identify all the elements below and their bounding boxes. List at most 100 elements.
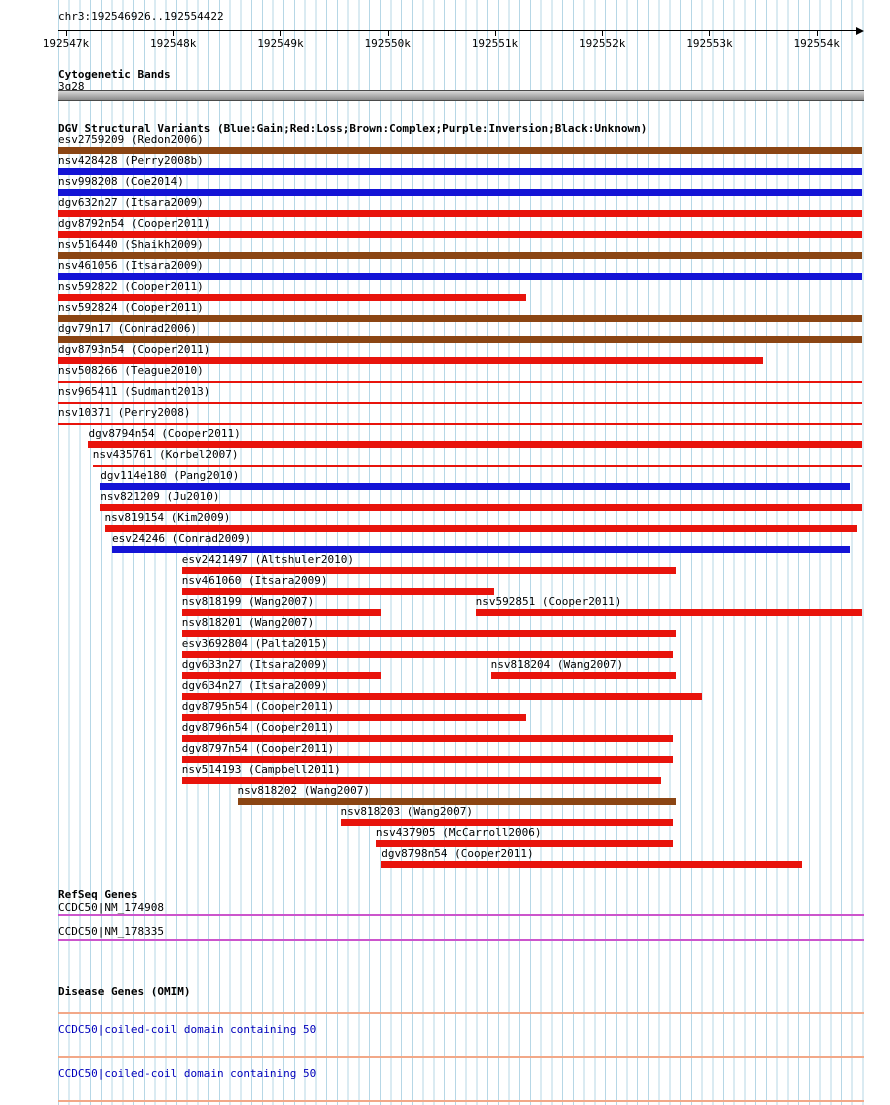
- variant-label: nsv461056 (Itsara2009): [58, 259, 204, 272]
- variant-label: esv3692804 (Palta2015): [181, 637, 328, 650]
- variant-label: nsv818199 (Wang2007): [181, 595, 315, 608]
- variant-bar[interactable]: [375, 840, 673, 847]
- variant-label: dgv8797n54 (Cooper2011): [181, 742, 335, 755]
- variant-bar[interactable]: [58, 315, 862, 322]
- variant-label: nsv516440 (Shaikh2009): [58, 238, 204, 251]
- variant-bar[interactable]: [181, 756, 673, 763]
- variant-label: dgv632n27 (Itsara2009): [58, 196, 204, 209]
- ruler-tick: [816, 30, 818, 36]
- omim-gene-label: CCDC50|coiled-coil domain containing 50: [58, 1067, 317, 1080]
- ruler-tick: [65, 30, 67, 36]
- variant-bar[interactable]: [112, 546, 850, 553]
- variant-label: nsv437905 (McCarroll2006): [375, 826, 542, 839]
- variant-bar[interactable]: [104, 525, 858, 532]
- variant-bar[interactable]: [58, 336, 862, 343]
- variant-bar[interactable]: [490, 672, 677, 679]
- refseq-gene-label: CCDC50|NM_174908: [58, 901, 164, 914]
- variant-bar[interactable]: [100, 483, 850, 490]
- ruler-tick-label: 192550k: [364, 37, 411, 50]
- variant-label: nsv818202 (Wang2007): [237, 784, 370, 797]
- cytoband-bar[interactable]: [58, 90, 864, 101]
- variant-bar[interactable]: [381, 861, 802, 868]
- ruler-line: [58, 30, 857, 31]
- variant-bar[interactable]: [58, 189, 862, 196]
- ruler-tick-label: 192554k: [793, 37, 840, 50]
- variant-label: nsv461060 (Itsara2009): [181, 574, 328, 587]
- variant-bar[interactable]: [475, 609, 862, 616]
- variant-bar[interactable]: [181, 693, 702, 700]
- cytoband-label: 3q28: [58, 80, 85, 93]
- variant-bar[interactable]: [181, 651, 673, 658]
- ruler-tick-label: 192551k: [471, 37, 519, 50]
- variant-label: dgv8795n54 (Cooper2011): [181, 700, 335, 713]
- refseq-section-title: RefSeq Genes: [58, 888, 138, 901]
- variant-label: nsv592822 (Cooper2011): [58, 280, 204, 293]
- variant-label: dgv634n27 (Itsara2009): [181, 679, 328, 692]
- variant-bar[interactable]: [181, 609, 382, 616]
- ruler-tick: [709, 30, 711, 36]
- variant-bar[interactable]: [58, 210, 862, 217]
- variant-label: nsv821209 (Ju2010): [100, 490, 220, 503]
- ruler-arrow-icon: [856, 27, 864, 35]
- variant-bar[interactable]: [58, 294, 527, 301]
- variant-bar[interactable]: [58, 147, 862, 154]
- variant-label: dgv8794n54 (Cooper2011): [88, 427, 241, 440]
- ruler-tick-label: 192548k: [150, 37, 197, 50]
- omim-gene-label: CCDC50|coiled-coil domain containing 50: [58, 1023, 317, 1036]
- variant-label: nsv508266 (Teague2010): [58, 364, 204, 377]
- cytogenetic-section-title: Cytogenetic Bands: [58, 68, 171, 81]
- variant-label: dgv79n17 (Conrad2006): [58, 322, 198, 335]
- variant-label: nsv998208 (Coe2014): [58, 175, 184, 188]
- refseq-gene-label: CCDC50|NM_178335: [58, 925, 164, 938]
- variant-label: nsv818204 (Wang2007): [490, 658, 624, 671]
- variant-bar[interactable]: [88, 441, 862, 448]
- ruler-tick-label: 192552k: [579, 37, 626, 50]
- refseq-gene-line[interactable]: [58, 939, 864, 941]
- variant-label: dgv633n27 (Itsara2009): [181, 658, 328, 671]
- variant-bar[interactable]: [58, 168, 862, 175]
- variant-bar[interactable]: [181, 735, 673, 742]
- variant-bar[interactable]: [181, 588, 494, 595]
- variant-bar[interactable]: [100, 504, 862, 511]
- variant-bar[interactable]: [58, 381, 862, 383]
- variant-bar[interactable]: [237, 798, 677, 805]
- ruler-tick-label: 192553k: [686, 37, 733, 50]
- variant-bar[interactable]: [181, 630, 677, 637]
- omim-section-title: Disease Genes (OMIM): [58, 985, 191, 998]
- omim-gene-line[interactable]: [58, 1012, 864, 1014]
- ruler-tick-label: 192547k: [42, 37, 90, 50]
- variant-label: nsv819154 (Kim2009): [104, 511, 231, 524]
- variant-bar[interactable]: [58, 273, 862, 280]
- variant-bar[interactable]: [58, 423, 862, 425]
- ruler-tick: [602, 30, 604, 36]
- variant-bar[interactable]: [92, 465, 862, 467]
- variant-bar[interactable]: [181, 777, 662, 784]
- variant-bar[interactable]: [181, 567, 677, 574]
- ruler-tick: [494, 30, 496, 36]
- variant-bar[interactable]: [181, 672, 382, 679]
- variant-bar[interactable]: [58, 231, 862, 238]
- omim-gene-line[interactable]: [58, 1100, 864, 1102]
- variant-label: esv2421497 (Altshuler2010): [181, 553, 354, 566]
- variant-label: dgv8798n54 (Cooper2011): [381, 847, 534, 860]
- ruler-tick: [280, 30, 282, 36]
- omim-gene-line[interactable]: [58, 1056, 864, 1058]
- variant-bar[interactable]: [58, 357, 764, 364]
- variant-label: nsv818203 (Wang2007): [340, 805, 473, 818]
- variant-bar[interactable]: [340, 819, 673, 826]
- ruler-tick: [387, 30, 389, 36]
- ruler-tick: [173, 30, 175, 36]
- variant-label: nsv435761 (Korbel2007): [92, 448, 239, 461]
- variant-label: esv2759209 (Redon2006): [58, 133, 204, 146]
- variant-label: esv24246 (Conrad2009): [112, 532, 252, 545]
- variant-label: nsv818201 (Wang2007): [181, 616, 315, 629]
- variant-bar[interactable]: [58, 252, 862, 259]
- region-position-label: chr3:192546926..192554422: [58, 10, 224, 23]
- refseq-gene-line[interactable]: [58, 914, 864, 916]
- variant-label: nsv592824 (Cooper2011): [58, 301, 204, 314]
- variant-bar[interactable]: [58, 402, 862, 404]
- variant-label: nsv592851 (Cooper2011): [475, 595, 622, 608]
- variant-bar[interactable]: [181, 714, 527, 721]
- dgv-section-title: DGV Structural Variants (Blue:Gain;Red:L…: [58, 122, 648, 135]
